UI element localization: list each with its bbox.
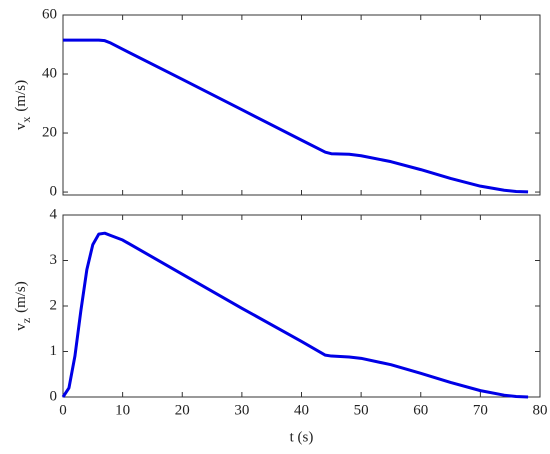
- y-tick-label: 4: [50, 206, 58, 222]
- y-tick-label: 40: [42, 65, 57, 81]
- x-tick-label: 20: [175, 402, 190, 418]
- data-line: [63, 38, 529, 194]
- x-tick-label: 10: [115, 402, 130, 418]
- y-axis-label: vx (m/s): [13, 80, 32, 130]
- y-label-subscript: x: [19, 117, 33, 123]
- x-tick-label: 30: [234, 402, 249, 418]
- y-label-base: v: [13, 323, 29, 331]
- y-tick-label: 0: [50, 183, 58, 199]
- y-label-units: (m/s): [13, 80, 29, 112]
- x-tick-label: 80: [533, 402, 548, 418]
- y-tick-label: 1: [50, 343, 58, 359]
- x-tick-label: 60: [413, 402, 428, 418]
- y-label-base: v: [13, 122, 29, 130]
- x-tick-label: 40: [294, 402, 309, 418]
- y-tick-label: 20: [42, 124, 57, 140]
- y-tick-label: 3: [50, 252, 58, 268]
- x-axis-label: t (s): [290, 429, 314, 445]
- x-tick-label: 70: [473, 402, 488, 418]
- plot-area: [62, 214, 541, 398]
- y-axis-label: vz (m/s): [13, 281, 32, 331]
- y-label-units: (m/s): [13, 281, 29, 313]
- data-line: [61, 231, 529, 399]
- y-label-subscript: z: [19, 318, 33, 323]
- y-tick-label: 2: [50, 297, 58, 313]
- plot-area: [62, 14, 541, 196]
- y-tick-label: 0: [50, 388, 58, 404]
- x-tick-label: 0: [59, 402, 67, 418]
- y-tick-label: 60: [42, 6, 57, 22]
- x-tick-label: 50: [354, 402, 369, 418]
